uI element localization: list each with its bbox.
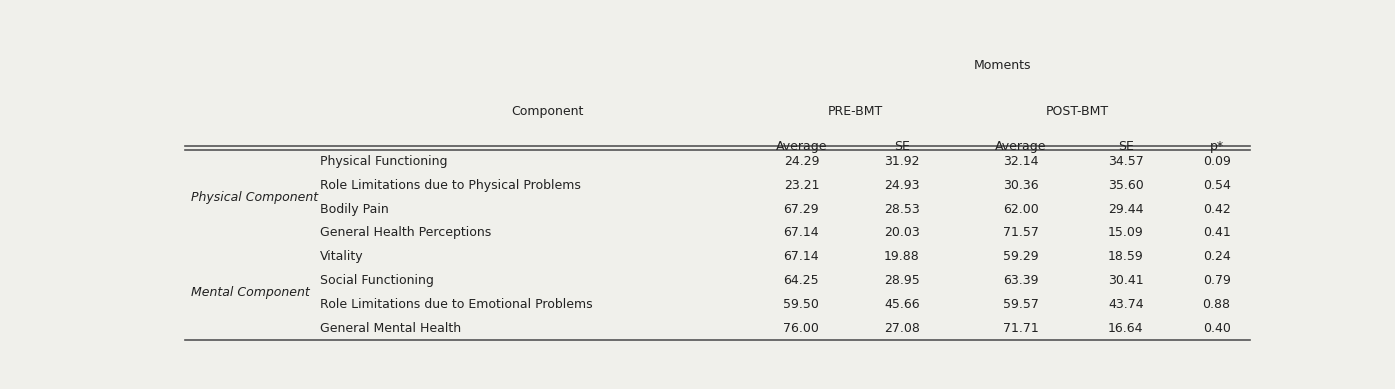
Text: 0.41: 0.41 — [1202, 226, 1230, 240]
Text: 71.57: 71.57 — [1003, 226, 1039, 240]
Text: POST-BMT: POST-BMT — [1045, 105, 1109, 118]
Text: 28.95: 28.95 — [884, 274, 919, 287]
Text: SE: SE — [1117, 140, 1134, 153]
Text: 0.24: 0.24 — [1202, 250, 1230, 263]
Text: Role Limitations due to Emotional Problems: Role Limitations due to Emotional Proble… — [321, 298, 593, 311]
Text: 30.41: 30.41 — [1108, 274, 1144, 287]
Text: Mental Component: Mental Component — [191, 286, 310, 299]
Text: Bodily Pain: Bodily Pain — [321, 203, 389, 216]
Text: 15.09: 15.09 — [1108, 226, 1144, 240]
Text: 71.71: 71.71 — [1003, 322, 1039, 335]
Text: 31.92: 31.92 — [884, 155, 919, 168]
Text: 59.29: 59.29 — [1003, 250, 1039, 263]
Text: 63.39: 63.39 — [1003, 274, 1039, 287]
Text: Physical Functioning: Physical Functioning — [321, 155, 448, 168]
Text: 28.53: 28.53 — [884, 203, 919, 216]
Text: 43.74: 43.74 — [1108, 298, 1144, 311]
Text: 0.40: 0.40 — [1202, 322, 1230, 335]
Text: Vitality: Vitality — [321, 250, 364, 263]
Text: 27.08: 27.08 — [884, 322, 919, 335]
Text: General Health Perceptions: General Health Perceptions — [321, 226, 491, 240]
Text: 35.60: 35.60 — [1108, 179, 1144, 192]
Text: 23.21: 23.21 — [784, 179, 819, 192]
Text: Component: Component — [511, 105, 583, 118]
Text: 45.66: 45.66 — [884, 298, 919, 311]
Text: 19.88: 19.88 — [884, 250, 919, 263]
Text: 0.42: 0.42 — [1202, 203, 1230, 216]
Text: 0.54: 0.54 — [1202, 179, 1230, 192]
Text: 24.93: 24.93 — [884, 179, 919, 192]
Text: 0.79: 0.79 — [1202, 274, 1230, 287]
Text: 34.57: 34.57 — [1108, 155, 1144, 168]
Text: 29.44: 29.44 — [1108, 203, 1144, 216]
Text: 0.88: 0.88 — [1202, 298, 1230, 311]
Text: 30.36: 30.36 — [1003, 179, 1039, 192]
Text: Social Functioning: Social Functioning — [321, 274, 434, 287]
Text: 24.29: 24.29 — [784, 155, 819, 168]
Text: 67.14: 67.14 — [784, 226, 819, 240]
Text: 59.50: 59.50 — [784, 298, 819, 311]
Text: Role Limitations due to Physical Problems: Role Limitations due to Physical Problem… — [321, 179, 582, 192]
Text: SE: SE — [894, 140, 910, 153]
Text: 67.14: 67.14 — [784, 250, 819, 263]
Text: Moments: Moments — [974, 59, 1031, 72]
Text: Average: Average — [995, 140, 1046, 153]
Text: 18.59: 18.59 — [1108, 250, 1144, 263]
Text: 67.29: 67.29 — [784, 203, 819, 216]
Text: 76.00: 76.00 — [784, 322, 819, 335]
Text: 16.64: 16.64 — [1108, 322, 1144, 335]
Text: General Mental Health: General Mental Health — [321, 322, 462, 335]
Text: 64.25: 64.25 — [784, 274, 819, 287]
Text: 59.57: 59.57 — [1003, 298, 1039, 311]
Text: PRE-BMT: PRE-BMT — [827, 105, 883, 118]
Text: Physical Component: Physical Component — [191, 191, 318, 204]
Text: 32.14: 32.14 — [1003, 155, 1039, 168]
Text: 20.03: 20.03 — [884, 226, 919, 240]
Text: p*: p* — [1209, 140, 1223, 153]
Text: 62.00: 62.00 — [1003, 203, 1039, 216]
Text: 0.09: 0.09 — [1202, 155, 1230, 168]
Text: Average: Average — [776, 140, 827, 153]
